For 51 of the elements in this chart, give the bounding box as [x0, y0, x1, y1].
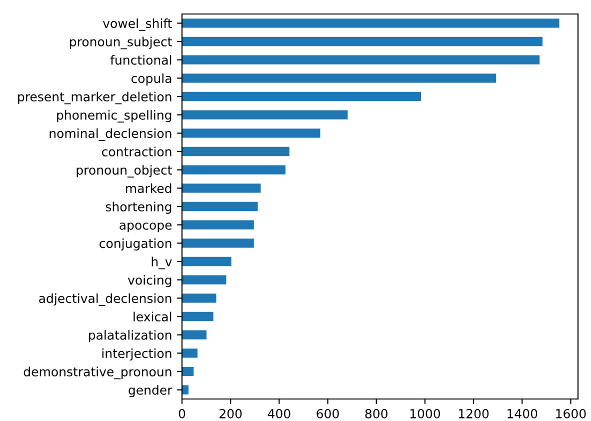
- y-tick-label: shortening: [106, 202, 172, 214]
- bar: [182, 238, 254, 248]
- y-tick-label: pronoun_subject: [70, 36, 172, 50]
- y-tick-label: demonstrative_pronoun: [24, 366, 172, 380]
- y-tick-label: copula: [131, 73, 172, 86]
- bar: [182, 18, 560, 28]
- bar: [182, 275, 226, 284]
- y-tick-label: h_v: [152, 256, 172, 270]
- bar: [182, 366, 194, 376]
- bar: [182, 36, 543, 46]
- bar: [182, 92, 422, 102]
- x-tick-label: 1000: [410, 408, 440, 418]
- y-tick-label: voicing: [128, 275, 172, 288]
- y-tick-label: contraction: [102, 146, 172, 156]
- y-tick-label: functional: [110, 55, 172, 65]
- bar: [182, 348, 198, 358]
- y-tick-label: adjectival_declension: [39, 293, 172, 306]
- y-tick-label: nominal_declension: [50, 128, 172, 141]
- y-tick-label: pronoun_object: [76, 165, 172, 178]
- y-tick-label: present_marker_deletion: [18, 92, 172, 104]
- y-tick-label: palatalization: [89, 330, 172, 342]
- x-tick-label: 1200: [459, 408, 489, 418]
- x-tick-label: 600: [316, 408, 339, 418]
- bar: [182, 128, 320, 138]
- y-tick-label: gender: [128, 385, 172, 398]
- y-tick-label: apocope: [120, 222, 172, 232]
- y-tick-label: vowel_shift: [102, 18, 172, 31]
- x-tick-label: 0: [178, 408, 186, 418]
- bar: [182, 110, 348, 120]
- bar: [182, 385, 189, 394]
- bar: [182, 330, 207, 340]
- x-tick-label: 200: [220, 408, 242, 418]
- bar: [182, 74, 496, 83]
- bar: [182, 184, 261, 193]
- bar: [182, 256, 232, 266]
- bar: [182, 165, 286, 174]
- y-tick-label: interjection: [102, 348, 172, 361]
- y-tick-label: conjugation: [100, 238, 172, 251]
- bar: [182, 146, 290, 156]
- bar: [182, 312, 214, 322]
- y-tick-label: lexical: [134, 312, 172, 322]
- bar: [182, 294, 216, 303]
- x-tick-label: 1400: [508, 408, 538, 418]
- x-tick-label: 800: [365, 408, 388, 418]
- y-tick-label: phonemic_spelling: [57, 110, 172, 123]
- bar: [182, 220, 254, 230]
- bar: [182, 202, 258, 212]
- x-tick-label: 400: [268, 408, 290, 418]
- y-tick-label: marked: [126, 183, 172, 194]
- bar: [182, 55, 540, 64]
- x-tick-label: 1600: [556, 408, 586, 418]
